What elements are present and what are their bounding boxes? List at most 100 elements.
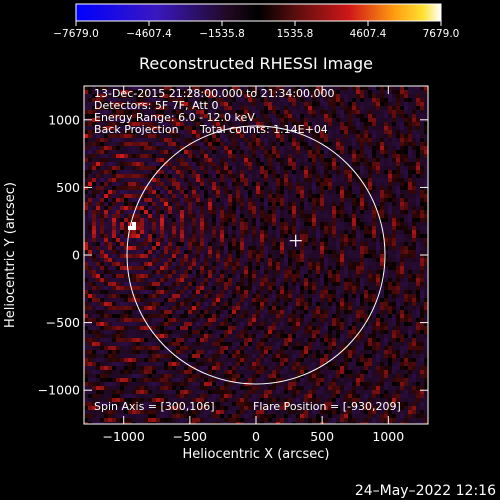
heatmap-cell [196, 230, 200, 234]
heatmap-cell [424, 158, 428, 162]
heatmap-cell [156, 294, 160, 298]
heatmap-cell [308, 234, 312, 238]
heatmap-cell [412, 198, 416, 202]
heatmap-cell [160, 202, 164, 206]
heatmap-cell [332, 118, 336, 122]
heatmap-cell [352, 206, 356, 210]
heatmap-cell [364, 286, 368, 290]
heatmap-cell [108, 214, 112, 218]
heatmap-cell [196, 190, 200, 194]
heatmap-cell [280, 290, 284, 294]
heatmap-cell [348, 150, 352, 154]
colorbar-tick-label: −4607.4 [126, 28, 172, 40]
heatmap-cell [296, 150, 300, 154]
heatmap-cell [172, 138, 176, 142]
heatmap-cell [280, 150, 284, 154]
heatmap-cell [232, 222, 236, 226]
heatmap-cell [160, 206, 164, 210]
heatmap-cell [260, 290, 264, 294]
heatmap-cell [312, 262, 316, 266]
heatmap-cell [84, 146, 88, 150]
heatmap-cell [152, 258, 156, 262]
heatmap-cell [136, 234, 140, 238]
heatmap-cell [204, 158, 208, 162]
heatmap-cell [248, 286, 252, 290]
heatmap-cell [320, 106, 324, 110]
heatmap-cell [232, 266, 236, 270]
heatmap-cell [208, 102, 212, 106]
heatmap-cell [324, 122, 328, 126]
heatmap-cell [236, 182, 240, 186]
heatmap-cell [136, 106, 140, 110]
heatmap-cell [392, 234, 396, 238]
heatmap-cell [272, 154, 276, 158]
heatmap-cell [156, 118, 160, 122]
heatmap-cell [320, 146, 324, 150]
heatmap-cell [172, 178, 176, 182]
heatmap-cell [300, 90, 304, 94]
heatmap-cell [224, 98, 228, 102]
heatmap-cell [216, 214, 220, 218]
heatmap-cell [424, 146, 428, 150]
heatmap-cell [384, 226, 388, 230]
heatmap-cell [296, 278, 300, 282]
heatmap-cell [336, 146, 340, 150]
heatmap-cell [328, 258, 332, 262]
heatmap-cell [392, 290, 396, 294]
heatmap-cell [208, 314, 212, 318]
heatmap-cell [416, 118, 420, 122]
heatmap-cell [112, 314, 116, 318]
heatmap-cell [356, 258, 360, 262]
heatmap-cell [112, 150, 116, 154]
heatmap-cell [340, 150, 344, 154]
heatmap-cell [140, 122, 144, 126]
heatmap-cell [236, 194, 240, 198]
heatmap-cell [260, 218, 264, 222]
heatmap-cell [100, 202, 104, 206]
heatmap-cell [96, 106, 100, 110]
heatmap-cell [88, 222, 92, 226]
heatmap-cell [312, 294, 316, 298]
heatmap-cell [136, 254, 140, 258]
heatmap-cell [388, 250, 392, 254]
heatmap-cell [388, 94, 392, 98]
heatmap-cell [324, 118, 328, 122]
heatmap-cell [164, 238, 168, 242]
heatmap-cell [408, 306, 412, 310]
heatmap-cell [204, 102, 208, 106]
heatmap-cell [176, 134, 180, 138]
heatmap-cell [196, 262, 200, 266]
heatmap-cell [364, 210, 368, 214]
heatmap-cell [372, 98, 376, 102]
heatmap-cell [304, 278, 308, 282]
heatmap-cell [140, 186, 144, 190]
heatmap-cell [372, 230, 376, 234]
heatmap-cell [380, 198, 384, 202]
heatmap-cell [360, 114, 364, 118]
heatmap-cell [212, 222, 216, 226]
heatmap-cell [256, 106, 260, 110]
heatmap-cell [184, 270, 188, 274]
heatmap-cell [244, 86, 248, 90]
heatmap-cell [248, 194, 252, 198]
heatmap-cell [100, 102, 104, 106]
heatmap-cell [116, 242, 120, 246]
heatmap-cell [204, 138, 208, 142]
heatmap-cell [140, 274, 144, 278]
heatmap-cell [92, 210, 96, 214]
heatmap-cell [228, 134, 232, 138]
heatmap-cell [280, 102, 284, 106]
heatmap-cell [264, 194, 268, 198]
heatmap-cell [408, 210, 412, 214]
heatmap-cell [352, 114, 356, 118]
heatmap-cell [188, 314, 192, 318]
heatmap-cell [336, 130, 340, 134]
heatmap-cell [328, 282, 332, 286]
heatmap-cell [116, 174, 120, 178]
heatmap-cell [264, 222, 268, 226]
heatmap-cell [352, 290, 356, 294]
heatmap-cell [240, 226, 244, 230]
heatmap-cell [212, 282, 216, 286]
heatmap-cell [356, 170, 360, 174]
heatmap-cell [312, 266, 316, 270]
